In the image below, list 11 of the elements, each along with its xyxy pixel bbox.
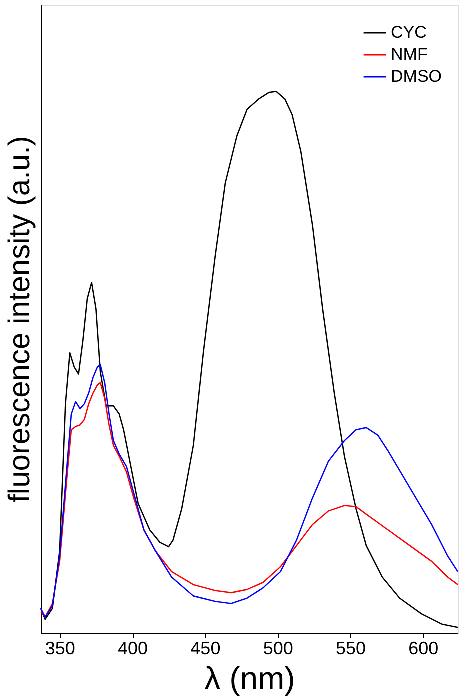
x-tick-label: 500 xyxy=(263,638,294,658)
legend-label: NMF xyxy=(391,45,428,64)
x-axis-title: λ (nm) xyxy=(204,660,296,696)
x-tick-label: 600 xyxy=(408,638,439,658)
x-tick-label: 450 xyxy=(190,638,221,658)
x-tick-label: 350 xyxy=(45,638,76,658)
legend-label: CYC xyxy=(391,23,427,42)
x-tick-label: 400 xyxy=(118,638,148,658)
y-axis-title: fluorescence intensity (a.u.) xyxy=(4,136,36,503)
legend-label: DMSO xyxy=(391,67,442,86)
x-tick-label: 550 xyxy=(336,638,366,658)
